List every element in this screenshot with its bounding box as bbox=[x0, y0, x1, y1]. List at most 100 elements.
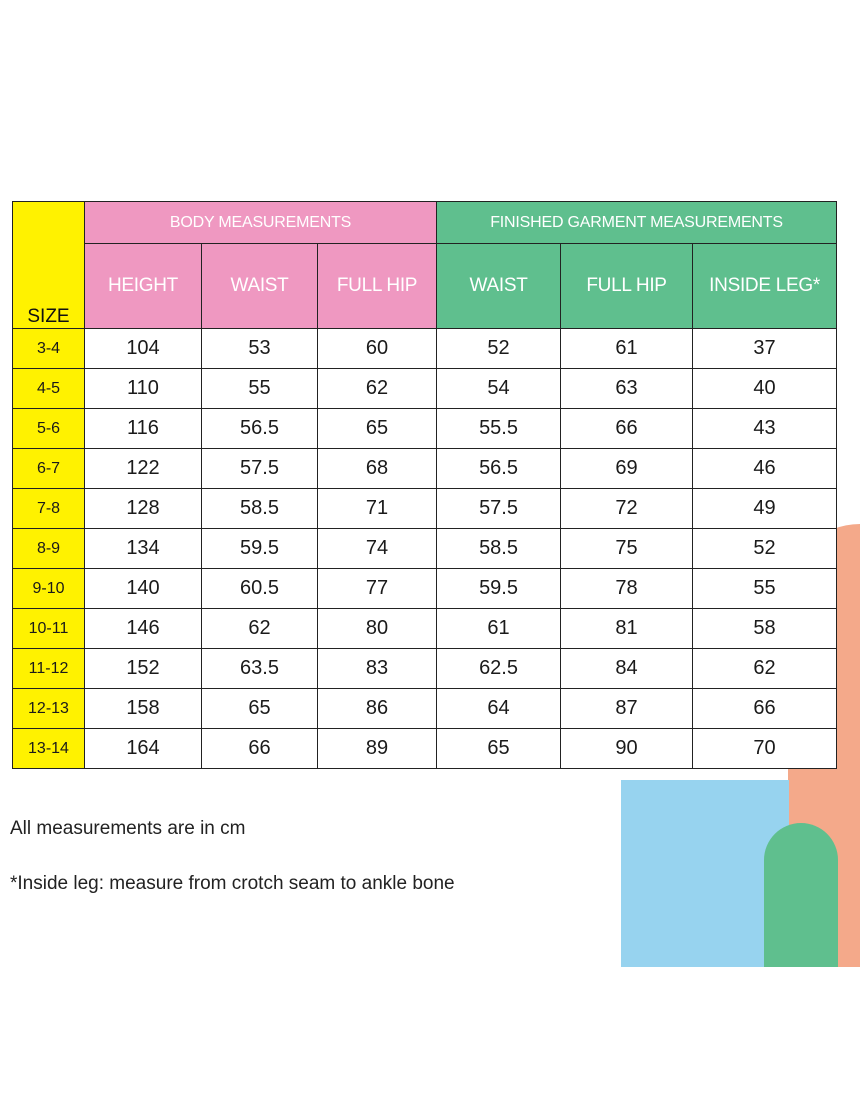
size-cell: 3-4 bbox=[12, 328, 85, 369]
measurement-cell: 53 bbox=[201, 328, 318, 369]
measurement-cell: 58.5 bbox=[436, 528, 562, 569]
measurement-cell: 65 bbox=[436, 728, 562, 769]
table-row: 7-8 128 58.5 71 57.5 72 49 bbox=[12, 488, 838, 529]
table-row: 6-7 122 57.5 68 56.5 69 46 bbox=[12, 448, 838, 489]
table-header: SIZE BODY MEASUREMENTS FINISHED GARMENT … bbox=[12, 201, 838, 329]
measurement-cell: 61 bbox=[436, 608, 562, 649]
table-row: 12-13 158 65 86 64 87 66 bbox=[12, 688, 838, 729]
measurement-cell: 52 bbox=[436, 328, 562, 369]
inside-leg-note: *Inside leg: measure from crotch seam to… bbox=[10, 873, 455, 894]
measurement-cell: 89 bbox=[316, 728, 438, 769]
measurement-cell: 57.5 bbox=[201, 448, 318, 489]
measurement-cell: 58.5 bbox=[201, 488, 318, 529]
measurement-cell: 116 bbox=[84, 408, 202, 449]
measurement-cell: 58 bbox=[692, 608, 838, 649]
column-header-garment-inside-leg: INSIDE LEG* bbox=[692, 243, 838, 329]
column-header-body-full-hip: FULL HIP bbox=[316, 243, 438, 329]
measurement-cell: 59.5 bbox=[436, 568, 562, 609]
measurement-cell: 52 bbox=[692, 528, 838, 569]
size-cell: 5-6 bbox=[12, 408, 85, 449]
table-row: 4-5 110 55 62 54 63 40 bbox=[12, 368, 838, 409]
measurement-cell: 65 bbox=[201, 688, 318, 729]
measurement-cell: 110 bbox=[84, 368, 202, 409]
size-cell: 10-11 bbox=[12, 608, 85, 649]
decorative-blue-shape bbox=[621, 780, 789, 967]
measurement-cell: 60.5 bbox=[201, 568, 318, 609]
garment-measurements-header: FINISHED GARMENT MEASUREMENTS bbox=[436, 201, 838, 244]
measurement-cell: 83 bbox=[316, 648, 438, 689]
size-cell: 8-9 bbox=[12, 528, 85, 569]
measurement-cell: 62.5 bbox=[436, 648, 562, 689]
decorative-green-arch bbox=[764, 823, 838, 967]
measurement-cell: 80 bbox=[316, 608, 438, 649]
measurement-cell: 37 bbox=[692, 328, 838, 369]
size-cell: 9-10 bbox=[12, 568, 85, 609]
measurement-cell: 66 bbox=[201, 728, 318, 769]
table-row: 9-10 140 60.5 77 59.5 78 55 bbox=[12, 568, 838, 609]
measurement-cell: 56.5 bbox=[201, 408, 318, 449]
measurement-cell: 66 bbox=[692, 688, 838, 729]
measurement-cell: 62 bbox=[201, 608, 318, 649]
measurement-cell: 54 bbox=[436, 368, 562, 409]
measurement-cell: 46 bbox=[692, 448, 838, 489]
measurement-cell: 69 bbox=[560, 448, 694, 489]
measurement-cell: 74 bbox=[316, 528, 438, 569]
measurement-cell: 164 bbox=[84, 728, 202, 769]
measurement-cell: 134 bbox=[84, 528, 202, 569]
measurement-cell: 68 bbox=[316, 448, 438, 489]
measurement-cell: 158 bbox=[84, 688, 202, 729]
measurement-cell: 61 bbox=[560, 328, 694, 369]
measurement-cell: 55 bbox=[201, 368, 318, 409]
column-header-body-waist: WAIST bbox=[201, 243, 318, 329]
measurement-cell: 62 bbox=[692, 648, 838, 689]
measurement-cell: 81 bbox=[560, 608, 694, 649]
measurement-cell: 43 bbox=[692, 408, 838, 449]
measurement-cell: 70 bbox=[692, 728, 838, 769]
measurement-cell: 104 bbox=[84, 328, 202, 369]
measurement-cell: 40 bbox=[692, 368, 838, 409]
column-header-row: HEIGHT WAIST FULL HIP WAIST FULL HIP INS… bbox=[13, 243, 838, 329]
measurement-cell: 49 bbox=[692, 488, 838, 529]
table-body: 3-4 104 53 60 52 61 37 4-5 110 55 62 54 63 40 5-6 116 56… bbox=[12, 328, 838, 769]
measurement-cell: 122 bbox=[84, 448, 202, 489]
measurement-cell: 72 bbox=[560, 488, 694, 529]
measurement-cell: 77 bbox=[316, 568, 438, 609]
size-cell: 4-5 bbox=[12, 368, 85, 409]
table-row: 5-6 116 56.5 65 55.5 66 43 bbox=[12, 408, 838, 449]
size-cell: 11-12 bbox=[12, 648, 85, 689]
size-column-header: SIZE bbox=[12, 201, 85, 329]
measurement-cell: 86 bbox=[316, 688, 438, 729]
measurement-cell: 62 bbox=[316, 368, 438, 409]
units-note: All measurements are in cm bbox=[10, 818, 246, 839]
measurement-cell: 66 bbox=[560, 408, 694, 449]
measurement-cell: 59.5 bbox=[201, 528, 318, 569]
measurement-cell: 55.5 bbox=[436, 408, 562, 449]
measurement-cell: 84 bbox=[560, 648, 694, 689]
measurement-cell: 71 bbox=[316, 488, 438, 529]
table-row: 10-11 146 62 80 61 81 58 bbox=[12, 608, 838, 649]
column-header-garment-waist: WAIST bbox=[436, 243, 562, 329]
measurement-cell: 140 bbox=[84, 568, 202, 609]
size-cell: 12-13 bbox=[12, 688, 85, 729]
measurement-cell: 63.5 bbox=[201, 648, 318, 689]
measurement-cell: 128 bbox=[84, 488, 202, 529]
measurement-cell: 55 bbox=[692, 568, 838, 609]
body-measurements-header: BODY MEASUREMENTS bbox=[83, 201, 438, 244]
measurement-cell: 146 bbox=[84, 608, 202, 649]
measurement-cell: 90 bbox=[560, 728, 694, 769]
measurement-cell: 63 bbox=[560, 368, 694, 409]
measurement-cell: 57.5 bbox=[436, 488, 562, 529]
size-cell: 6-7 bbox=[12, 448, 85, 489]
measurement-cell: 65 bbox=[316, 408, 438, 449]
measurement-cell: 56.5 bbox=[436, 448, 562, 489]
group-header-row: SIZE BODY MEASUREMENTS FINISHED GARMENT … bbox=[12, 201, 838, 329]
column-header-garment-full-hip: FULL HIP bbox=[560, 243, 694, 329]
table-row: 13-14 164 66 89 65 90 70 bbox=[12, 728, 838, 769]
measurement-cell: 87 bbox=[560, 688, 694, 729]
size-chart-table: SIZE BODY MEASUREMENTS FINISHED GARMENT … bbox=[12, 201, 838, 769]
column-header-body-height: HEIGHT bbox=[84, 243, 202, 329]
table-row: 3-4 104 53 60 52 61 37 bbox=[12, 328, 838, 369]
measurement-cell: 64 bbox=[436, 688, 562, 729]
measurement-cell: 75 bbox=[560, 528, 694, 569]
size-cell: 13-14 bbox=[12, 728, 85, 769]
